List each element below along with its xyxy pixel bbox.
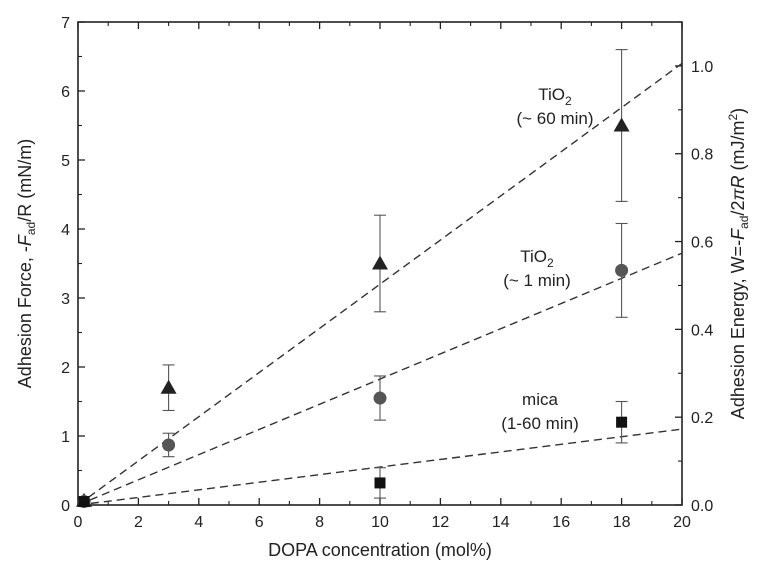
annotations: TiO2(~ 60 min)TiO2(~ 1 min)mica(1-60 min… [501, 85, 593, 433]
y2-axis-title-sup: 2 [726, 114, 740, 121]
x-tick-label: 20 [673, 514, 691, 531]
series-annotation-line1: mica [522, 390, 558, 409]
y-axis-title-part: Adhesion Force, - [15, 246, 35, 388]
y2-axis-title-part: /2 [728, 201, 748, 216]
series-annotation-line2: (~ 1 min) [503, 271, 571, 290]
series-annotation-line2: (1-60 min) [501, 414, 578, 433]
square-marker [374, 477, 386, 489]
annotation-sub: 2 [547, 256, 554, 270]
series-annotation-line2: (~ 60 min) [517, 109, 594, 128]
square-marker [78, 496, 90, 508]
y2-axis-title-part: Adhesion Energy, W=- [728, 240, 748, 419]
annotation-text: TiO [538, 85, 565, 104]
x-tick-label: 6 [255, 514, 264, 531]
y-axis-title-sub: ad [24, 222, 38, 235]
x-tick-label: 18 [613, 514, 631, 531]
y2-axis-title: Adhesion Energy, W=-Fad/2πR (mJ/m2) [726, 108, 751, 419]
circle-marker [162, 438, 176, 452]
triangle-marker [160, 379, 177, 394]
x-axis-title: DOPA concentration (mol%) [268, 540, 492, 560]
y2-tick-label: 0.0 [691, 498, 713, 515]
square-marker [616, 416, 628, 428]
y-axis-title: Adhesion Force, -Fad/R (mN/m) [15, 139, 38, 388]
y-tick-label: 1 [61, 429, 70, 446]
y2-axis-title-part: ) [728, 108, 748, 114]
x-tick-label: 0 [74, 514, 83, 531]
fit-line [77, 428, 683, 506]
y-axis-title-part: /R (mN/m) [15, 139, 35, 222]
x-tick-label: 12 [432, 514, 450, 531]
y2-axis-title-part: π [728, 188, 748, 201]
x-tick-label: 14 [492, 514, 510, 531]
y-tick-label: 7 [61, 15, 70, 32]
y2-tick-label: 0.4 [691, 322, 713, 339]
y2-tick-label: 0.2 [691, 410, 713, 427]
axes: 0 2 4 6 8 10 12 14 16 18 20012345670.00.20.40.60.8… [15, 15, 751, 560]
y2-axis-title-part: F [728, 228, 748, 240]
annotation-text: TiO [520, 247, 547, 266]
triangle-marker [613, 117, 630, 132]
x-tick-label: 10 [371, 514, 389, 531]
y-tick-label: 2 [61, 360, 70, 377]
annotation-sub: 2 [565, 94, 572, 108]
x-tick-label: 8 [315, 514, 324, 531]
y-axis-title-part: F [15, 234, 35, 246]
series-annotation-line1: TiO2 [538, 85, 572, 108]
y2-axis-title-sub: ad [737, 216, 751, 229]
series-annotation-line1: TiO2 [520, 247, 554, 270]
y-tick-label: 6 [61, 84, 70, 101]
y-tick-label: 3 [61, 291, 70, 308]
y2-axis-title-part: R [728, 175, 748, 188]
y2-tick-label: 0.8 [691, 147, 713, 164]
y2-axis-title-part: (mJ/m [728, 121, 748, 176]
fit-line [77, 62, 683, 506]
circle-marker [373, 391, 387, 405]
x-tick-label: 4 [194, 514, 203, 531]
x-tick-label: 2 [134, 514, 143, 531]
y-tick-label: 4 [61, 222, 70, 239]
y-tick-label: 5 [61, 153, 70, 170]
y2-tick-label: 1.0 [691, 59, 713, 76]
triangle-marker [372, 255, 388, 270]
circle-marker [615, 263, 629, 277]
y-tick-label: 0 [61, 498, 70, 515]
data-markers [76, 117, 630, 509]
x-tick-label: 16 [552, 514, 570, 531]
annotation-text: mica [522, 390, 558, 409]
y2-tick-label: 0.6 [691, 235, 713, 252]
